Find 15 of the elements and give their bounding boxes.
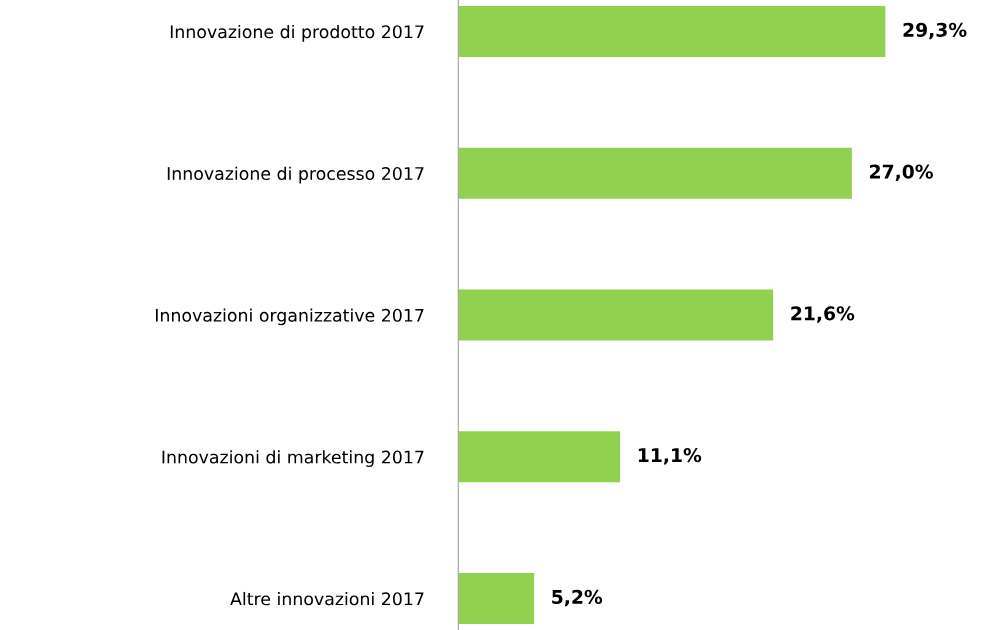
data-label: 29,3% — [903, 22, 967, 40]
bar — [458, 431, 621, 483]
data-label: 21,6% — [791, 306, 855, 323]
y-tick-label: Innovazione di prodotto 2017 — [170, 24, 424, 42]
data-label: 11,1% — [638, 448, 702, 465]
bar — [458, 5, 886, 57]
data-label: 5,2% — [552, 589, 603, 607]
data-label: 27,0% — [870, 164, 933, 182]
y-tick-label: Altre innovazioni 2017 — [230, 591, 424, 606]
bar — [458, 289, 774, 341]
y-tick-label: Innovazioni organizzative 2017 — [155, 308, 424, 326]
bar — [458, 147, 852, 199]
bar — [458, 573, 535, 625]
y-tick-label: Innovazione di processo 2017 — [167, 166, 424, 184]
y-tick-label: Innovazioni di marketing 2017 — [162, 450, 424, 467]
